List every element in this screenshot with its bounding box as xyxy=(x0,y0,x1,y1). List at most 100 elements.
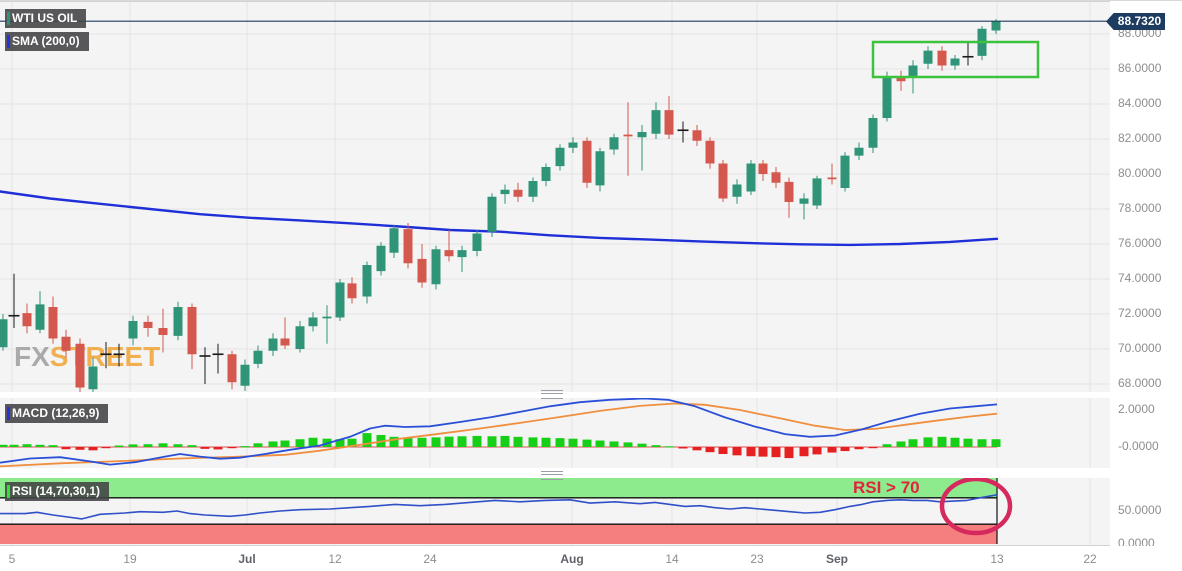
time-tick-label: 19 xyxy=(123,552,137,566)
macd-histogram-bar xyxy=(9,444,19,447)
macd-histogram-bar xyxy=(472,435,482,447)
time-tick-label: 13 xyxy=(990,552,1004,566)
candle-body xyxy=(937,50,947,66)
rsi-tick-label: 50.0000 xyxy=(1118,503,1162,517)
time-tick-label: 24 xyxy=(423,552,437,566)
macd-histogram-bar xyxy=(35,444,45,447)
candle-body xyxy=(187,307,197,355)
macd-histogram-bar xyxy=(637,443,647,447)
macd-histogram-bar xyxy=(758,447,768,457)
macd-histogram-bar xyxy=(487,436,497,447)
macd-histogram-bar xyxy=(937,436,947,447)
price-tick-label: 84.0000 xyxy=(1118,96,1162,110)
macd-histogram-bar xyxy=(158,443,168,447)
doji-candle xyxy=(199,355,211,357)
macd-histogram-bar xyxy=(692,447,702,451)
macd-histogram-bar xyxy=(431,437,441,447)
candle-body xyxy=(896,76,906,82)
candle-body xyxy=(444,250,454,257)
candle-body xyxy=(173,307,183,336)
candle-body xyxy=(376,245,386,272)
macd-histogram-bar xyxy=(555,438,565,447)
doji-candle xyxy=(8,314,20,317)
candle-body xyxy=(295,326,305,349)
candle-body xyxy=(528,181,538,197)
time-tick-label: 14 xyxy=(665,552,679,566)
candle-body xyxy=(664,110,674,135)
macd-histogram-bar xyxy=(664,446,674,448)
candle-body xyxy=(799,198,809,204)
macd-histogram-bar xyxy=(513,436,523,447)
candle-body xyxy=(923,50,933,64)
macd-histogram-bar xyxy=(609,441,619,447)
sma-indicator-label[interactable]: SMA (200,0) xyxy=(5,32,89,51)
rsi-label-text: RSI (14,70,30,1) xyxy=(12,484,101,498)
candle-body xyxy=(718,163,728,199)
fxstreet-watermark: FXSTREET xyxy=(14,341,160,372)
candle-body xyxy=(568,142,578,148)
candle-body xyxy=(75,343,85,388)
sma-accent-bar xyxy=(7,35,10,48)
macd-histogram-bar xyxy=(308,437,318,447)
candle-body xyxy=(347,283,357,299)
panel-resize-handle[interactable] xyxy=(541,390,563,399)
candle-body xyxy=(827,177,837,180)
sma-200-line xyxy=(0,190,999,247)
macd-panel[interactable] xyxy=(0,398,1110,468)
macd-label-text: MACD (12,26,9) xyxy=(12,406,100,420)
candle-body xyxy=(35,304,45,330)
macd-histogram-bar xyxy=(22,444,32,447)
macd-histogram-bar xyxy=(950,437,960,447)
macd-line xyxy=(0,397,998,466)
candle-body xyxy=(280,338,290,346)
price-tick-label: 86.0000 xyxy=(1118,61,1162,75)
macd-histogram-bar xyxy=(991,439,1001,447)
candle-body xyxy=(771,172,781,183)
candle-body xyxy=(431,249,441,285)
macd-histogram-bar xyxy=(335,439,345,447)
macd-histogram-bar xyxy=(896,441,906,447)
time-tick-label: 22 xyxy=(1083,552,1097,566)
macd-histogram-bar xyxy=(528,437,538,447)
current-price-badge: 88.7320 xyxy=(1106,13,1165,30)
macd-histogram-bar xyxy=(568,438,578,447)
time-tick-label: 5 xyxy=(8,552,16,566)
candle-body xyxy=(128,321,138,339)
candle-body xyxy=(991,21,1001,31)
macd-histogram-bar xyxy=(500,435,510,447)
price-tick-label: 68.0000 xyxy=(1118,376,1162,390)
macd-histogram-bar xyxy=(923,437,933,447)
macd-histogram-bar xyxy=(908,439,918,447)
panel-resize-handle[interactable] xyxy=(541,471,563,480)
macd-histogram-bar xyxy=(213,447,223,450)
symbol-accent-bar xyxy=(7,12,10,25)
macd-indicator-label[interactable]: MACD (12,26,9) xyxy=(5,404,109,423)
macd-histogram-bar xyxy=(280,440,290,447)
macd-histogram-bar xyxy=(61,447,71,450)
macd-histogram-bar xyxy=(840,447,850,452)
candle-body xyxy=(950,58,960,66)
candle-body xyxy=(472,233,482,251)
macd-histogram-bar xyxy=(963,438,973,447)
symbol-label[interactable]: WTI US OIL xyxy=(5,9,87,28)
candle-body xyxy=(595,151,605,186)
price-tick-label: 80.0000 xyxy=(1118,166,1162,180)
macd-histogram-bar xyxy=(417,437,427,447)
candle-body xyxy=(732,184,742,197)
price-tick-label: 74.0000 xyxy=(1118,271,1162,285)
time-tick-label: Aug xyxy=(560,552,584,566)
candle-body xyxy=(623,134,633,137)
rsi-indicator-label[interactable]: RSI (14,70,30,1) xyxy=(5,482,110,501)
price-tick-label: 70.0000 xyxy=(1118,341,1162,355)
macd-histogram-bar xyxy=(143,444,153,447)
doji-candle xyxy=(100,353,112,356)
macd-histogram-bar xyxy=(240,446,250,448)
price-panel[interactable] xyxy=(0,1,1110,392)
macd-histogram-bar xyxy=(651,445,661,447)
macd-histogram-bar xyxy=(173,444,183,447)
macd-histogram-bar xyxy=(200,447,210,449)
time-tick-label: 12 xyxy=(328,552,342,566)
macd-histogram-bar xyxy=(128,444,138,447)
